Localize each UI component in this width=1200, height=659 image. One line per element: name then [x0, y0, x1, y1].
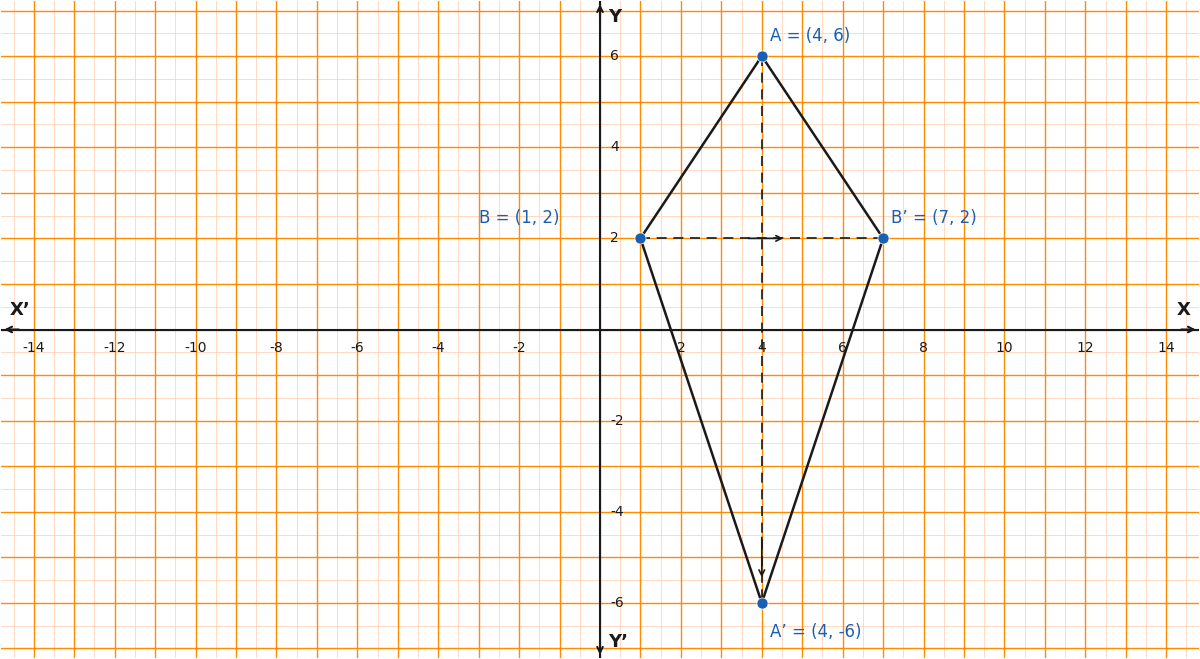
Text: A = (4, 6): A = (4, 6)	[770, 26, 850, 45]
Text: B = (1, 2): B = (1, 2)	[479, 209, 559, 227]
Text: 6: 6	[839, 341, 847, 355]
Text: -12: -12	[103, 341, 126, 355]
Text: -6: -6	[350, 341, 364, 355]
Text: -2: -2	[512, 341, 526, 355]
Text: 10: 10	[996, 341, 1013, 355]
Text: 4: 4	[610, 140, 619, 154]
Text: 2: 2	[677, 341, 685, 355]
Text: 14: 14	[1158, 341, 1175, 355]
Text: -2: -2	[610, 414, 624, 428]
Text: 12: 12	[1076, 341, 1094, 355]
Text: X’: X’	[10, 301, 30, 320]
Text: X: X	[1177, 301, 1190, 320]
Text: 2: 2	[610, 231, 619, 245]
Text: 8: 8	[919, 341, 928, 355]
Text: 4: 4	[757, 341, 766, 355]
Text: B’ = (7, 2): B’ = (7, 2)	[892, 209, 977, 227]
Text: Y: Y	[608, 8, 622, 26]
Text: -14: -14	[23, 341, 44, 355]
Text: -6: -6	[610, 596, 624, 610]
Text: -10: -10	[185, 341, 206, 355]
Text: -8: -8	[270, 341, 283, 355]
Text: -4: -4	[432, 341, 445, 355]
Text: A’ = (4, -6): A’ = (4, -6)	[770, 623, 862, 641]
Text: Y’: Y’	[608, 633, 628, 651]
Text: -4: -4	[610, 505, 624, 519]
Text: 6: 6	[610, 49, 619, 63]
